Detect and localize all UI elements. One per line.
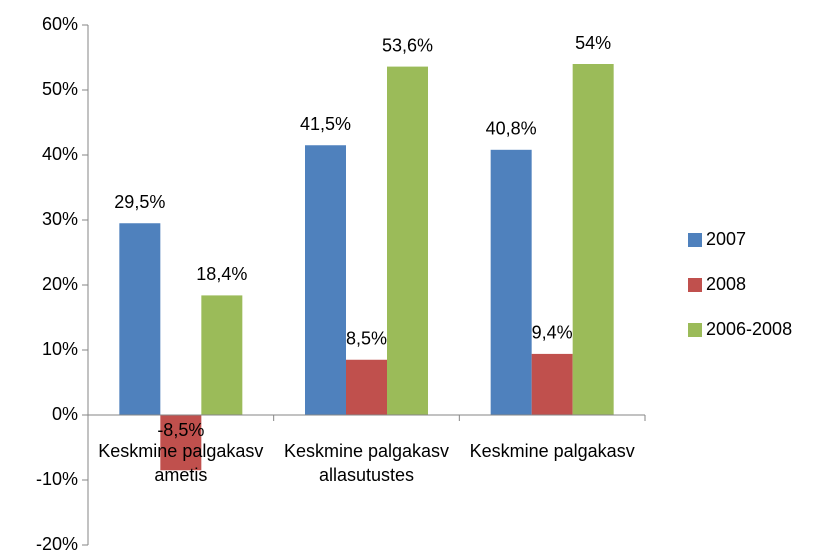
y-tick-label: 20% <box>42 274 78 294</box>
x-tick-label: Keskmine palgakasv ametis <box>98 441 264 485</box>
legend-label: 2006-2008 <box>706 319 792 339</box>
y-tick-label: 30% <box>42 209 78 229</box>
value-label: 54% <box>575 33 611 53</box>
x-tick-label-box: Keskmine palgakasv allasutustes <box>283 441 450 485</box>
bar <box>119 223 161 415</box>
y-tick-label: -10% <box>36 469 78 489</box>
y-tick-label: 60% <box>42 14 78 34</box>
y-tick-label: 40% <box>42 144 78 164</box>
value-label: 18,4% <box>196 264 247 284</box>
value-label: 9,4% <box>532 323 573 343</box>
bar <box>572 64 614 415</box>
bar <box>160 415 202 471</box>
x-tick-label: Keskmine palgakasv <box>469 441 635 461</box>
x-tick-label-box: Keskmine palgakasv ametis <box>98 441 264 485</box>
legend-label: 2007 <box>706 229 746 249</box>
y-tick-label: 50% <box>42 79 78 99</box>
value-label: -8,5% <box>157 420 204 440</box>
y-tick-label: 10% <box>42 339 78 359</box>
bar <box>490 149 532 416</box>
legend-swatch <box>688 233 702 247</box>
x-tick-label: Keskmine palgakasv allasutustes <box>283 441 450 485</box>
bar <box>387 66 428 415</box>
value-label: 53,6% <box>382 35 433 55</box>
x-tick-label-box: Keskmine palgakasv <box>469 441 635 461</box>
legend-label: 2008 <box>706 274 746 294</box>
bar <box>346 359 387 415</box>
bar <box>305 145 346 415</box>
value-label: 40,8% <box>486 119 537 139</box>
value-label: 8,5% <box>346 329 387 349</box>
y-tick-label: 0% <box>52 404 78 424</box>
legend-swatch <box>688 278 702 292</box>
value-label: 29,5% <box>114 192 165 212</box>
bar <box>531 353 573 415</box>
value-label: 41,5% <box>300 114 351 134</box>
legend-swatch <box>688 323 702 337</box>
bar <box>201 295 243 415</box>
y-tick-label: -20% <box>36 534 78 552</box>
